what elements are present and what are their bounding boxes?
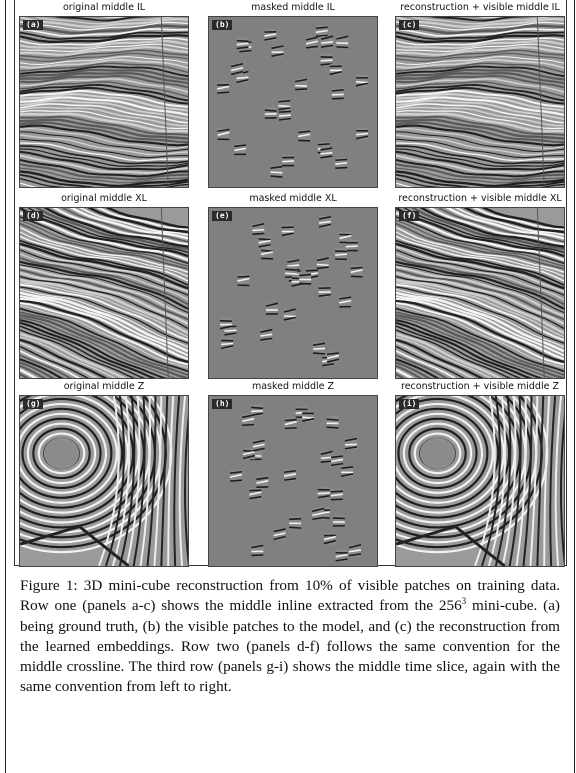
panel-image: (h) (208, 395, 378, 567)
panel-image: (f) (395, 207, 565, 379)
panel-d: original middle XL (d) (19, 193, 189, 379)
figure-caption: Figure 1: 3D mini-cube reconstruction fr… (20, 576, 560, 698)
panel-image: (b) (208, 16, 378, 188)
panel-image: (d) (19, 207, 189, 379)
panel-tag: (d) (23, 211, 44, 221)
panel-tag: (e) (212, 211, 233, 221)
panel-tag: (f) (399, 211, 420, 221)
caption-superscript: 3 (461, 596, 467, 607)
page-frame (5, 0, 575, 773)
panel-f: reconstruction + visible middle XL (f) (395, 193, 565, 379)
panel-title: reconstruction + visible middle Z (401, 381, 559, 392)
panel-image: (e) (208, 207, 378, 379)
panel-image: (a) (19, 16, 189, 188)
panel-e: masked middle XL (e) (208, 193, 378, 379)
panel-g: original middle Z (g) (19, 381, 189, 567)
panel-image: (c) (395, 16, 565, 188)
panel-title: masked middle XL (249, 193, 337, 204)
caption-text-1: Figure 1: 3D mini-cube reconstruction fr… (20, 577, 560, 615)
panel-b: masked middle IL (b) (208, 2, 378, 188)
panel-a: original middle IL (a) (19, 2, 189, 188)
panel-title: masked middle Z (251, 381, 335, 392)
panel-tag: (a) (23, 20, 44, 30)
panel-h: masked middle Z (h) (208, 381, 378, 567)
panel-title: reconstruction + visible middle XL (398, 193, 562, 204)
panel-tag: (h) (212, 399, 233, 409)
panel-i: reconstruction + visible middle Z (i) (395, 381, 565, 567)
panel-c: reconstruction + visible middle IL (c) (395, 2, 565, 188)
panel-tag: (b) (212, 20, 233, 30)
panel-title: reconstruction + visible middle IL (400, 2, 560, 13)
panel-tag: (i) (399, 399, 420, 409)
panel-title: original middle XL (61, 193, 147, 204)
panel-image: (i) (395, 395, 565, 567)
panel-image: (g) (19, 395, 189, 567)
panel-tag: (g) (23, 399, 44, 409)
panel-title: original middle IL (62, 2, 146, 13)
caption-text-2: mini-cube. (a) being ground truth, (b) t… (20, 597, 560, 696)
figure-1: original middle IL (a) masked middle IL … (14, 0, 567, 567)
panel-tag: (c) (399, 20, 420, 30)
panel-title: original middle Z (63, 381, 145, 392)
panel-title: masked middle IL (251, 2, 335, 13)
